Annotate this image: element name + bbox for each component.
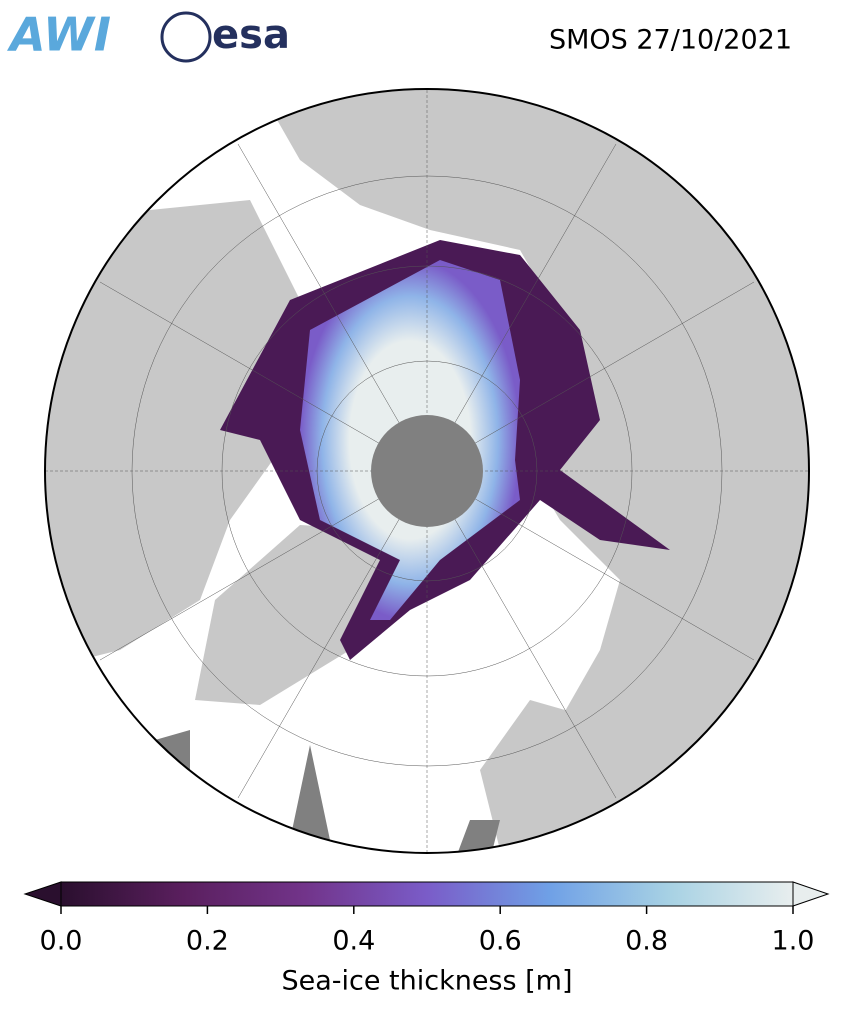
colorbar-extend-min xyxy=(23,881,62,907)
land-eurasia xyxy=(260,90,809,830)
colorbar-tick-label: 0.4 xyxy=(332,926,375,957)
land-scandinavia xyxy=(480,700,620,850)
map xyxy=(45,89,809,853)
no-data xyxy=(155,730,500,853)
colorbar-extend-max xyxy=(792,881,830,907)
map-border xyxy=(44,88,810,854)
colorbar: Sea-ice thickness [m] 0.0 0.2 0.4 0.6 0.8 1.0 xyxy=(23,881,830,997)
colorbar-tick-label: 0.6 xyxy=(479,926,522,957)
colorbar-tick-label: 0.0 xyxy=(40,926,83,957)
land-greenland xyxy=(195,525,410,705)
land-north-america xyxy=(45,170,300,670)
colorbar-ramp xyxy=(60,881,794,907)
map-title: SMOS 27/10/2021 xyxy=(549,25,792,56)
colorbar-tick-label: 0.8 xyxy=(625,926,668,957)
colorbar-tick-label: 1.0 xyxy=(772,926,815,957)
colorbar-tick-label: 0.2 xyxy=(186,926,229,957)
esa-logo: esa xyxy=(212,12,290,58)
colorbar-label: Sea-ice thickness [m] xyxy=(281,966,572,997)
pole-hole xyxy=(371,415,483,527)
esa-logo-mark xyxy=(160,11,212,63)
awi-logo: AWI xyxy=(7,8,111,62)
